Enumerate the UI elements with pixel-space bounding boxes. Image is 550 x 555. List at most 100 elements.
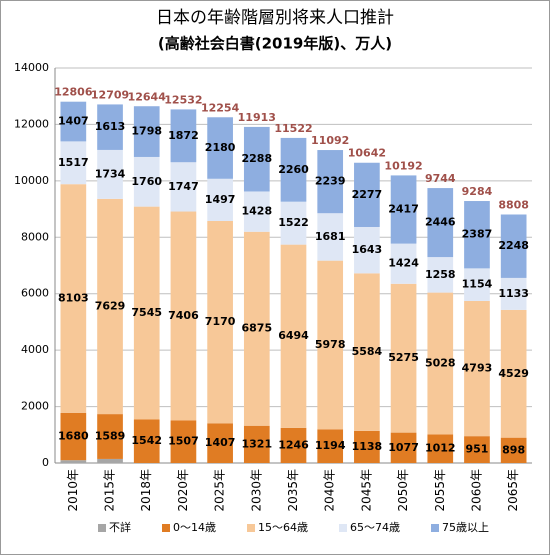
bar-segment <box>500 214 527 278</box>
data-label: 1133 <box>498 287 529 300</box>
bar-segment <box>280 137 307 202</box>
bar-segment <box>354 430 380 463</box>
data-label: 1872 <box>168 129 199 142</box>
bar-segment <box>60 101 87 142</box>
x-tick-label: 2055年 <box>433 469 447 512</box>
bar-segment <box>60 184 87 413</box>
data-label: 2248 <box>498 239 529 252</box>
bar-segment <box>207 117 233 179</box>
x-tick-label: 2065年 <box>506 469 520 512</box>
legend-swatch <box>339 524 347 532</box>
data-label: 951 <box>465 443 488 456</box>
x-tick-label: 2018年 <box>139 469 153 512</box>
bar-segment <box>207 178 233 222</box>
bar-segment <box>427 292 454 435</box>
data-label: 1517 <box>58 156 89 169</box>
data-label: 4529 <box>498 367 529 380</box>
data-label: 1760 <box>131 175 162 188</box>
bar-segment <box>133 156 160 207</box>
bar-segment <box>60 141 87 185</box>
bar-segment <box>60 460 87 463</box>
y-tick-label: 4000 <box>21 343 49 356</box>
bar-segment <box>97 149 123 199</box>
x-tick-label: 2025年 <box>213 469 227 512</box>
x-tick-label: 2045年 <box>359 469 373 512</box>
bar-segment <box>97 414 123 459</box>
bar-segment <box>500 277 527 310</box>
x-tick-label: 2040年 <box>323 469 337 512</box>
legend-label: 不詳 <box>109 520 131 534</box>
bar-segment <box>133 419 160 463</box>
x-tick-label: 2060年 <box>469 469 483 512</box>
total-label: 9284 <box>462 185 493 198</box>
data-label: 1643 <box>352 243 383 256</box>
data-label: 1258 <box>425 268 456 281</box>
bar-segment <box>464 436 490 463</box>
data-label: 2288 <box>241 152 272 165</box>
data-label: 1138 <box>352 440 383 453</box>
data-label: 1681 <box>315 230 346 243</box>
bar-segment <box>97 198 123 415</box>
data-label: 1497 <box>205 193 236 206</box>
total-label: 11522 <box>274 122 312 135</box>
legend-swatch <box>431 524 439 532</box>
y-tick-label: 2000 <box>21 400 49 413</box>
data-label: 2277 <box>352 188 383 201</box>
bar-segment <box>427 188 454 258</box>
data-label: 2387 <box>462 228 493 241</box>
y-tick-label: 0 <box>42 456 49 469</box>
bar-segment <box>133 106 160 157</box>
data-label: 1747 <box>168 180 199 193</box>
bar-segment <box>243 126 270 192</box>
bar-segment <box>354 162 380 227</box>
bar-segment <box>390 175 417 244</box>
data-label: 5275 <box>388 351 419 364</box>
data-label: 7406 <box>168 309 199 322</box>
legend-swatch <box>162 524 170 532</box>
total-label: 12709 <box>91 88 129 101</box>
bar-segment <box>317 429 344 463</box>
bar-segment <box>390 283 417 433</box>
chart-title: 日本の年齢階層別将来人口推計 <box>156 8 394 28</box>
legend-swatch <box>247 524 255 532</box>
data-label: 1077 <box>388 441 419 454</box>
data-label: 1542 <box>131 434 162 447</box>
bar-segment <box>500 437 527 463</box>
bar-segment <box>390 432 417 463</box>
data-label: 2239 <box>315 175 346 188</box>
bar-segment <box>170 162 197 212</box>
y-tick-label: 8000 <box>21 230 49 243</box>
data-label: 5978 <box>315 338 346 351</box>
data-label: 2260 <box>278 163 309 176</box>
bar-segment <box>390 243 417 284</box>
legend-label: 15～64歳 <box>258 521 308 534</box>
bar-segment <box>280 201 307 245</box>
bar-segment <box>207 423 233 463</box>
bar-segment <box>280 244 307 428</box>
bar-segment <box>500 309 527 438</box>
data-label: 1424 <box>388 257 419 270</box>
bar-segment <box>133 206 160 420</box>
x-tick-label: 2050年 <box>396 469 410 512</box>
bar-segment <box>464 300 490 437</box>
bar-segment <box>243 425 270 463</box>
bar-segment <box>317 213 344 261</box>
data-label: 7170 <box>205 315 236 328</box>
data-label: 1407 <box>58 115 89 128</box>
bar-segment <box>464 268 490 301</box>
data-label: 1012 <box>425 442 456 455</box>
bar-segment <box>243 231 270 426</box>
y-tick-label: 12000 <box>14 117 49 130</box>
legend-swatch <box>98 524 106 532</box>
bar-segment <box>317 260 344 430</box>
data-label: 1407 <box>205 436 236 449</box>
data-label: 6494 <box>278 329 309 342</box>
y-tick-label: 14000 <box>14 61 49 74</box>
total-label: 8808 <box>498 198 529 211</box>
data-label: 8103 <box>58 291 89 304</box>
data-label: 1428 <box>241 205 272 218</box>
total-label: 11913 <box>238 111 276 124</box>
chart-subtitle: (高齢社会白書(2019年版)、万人) <box>158 35 392 53</box>
